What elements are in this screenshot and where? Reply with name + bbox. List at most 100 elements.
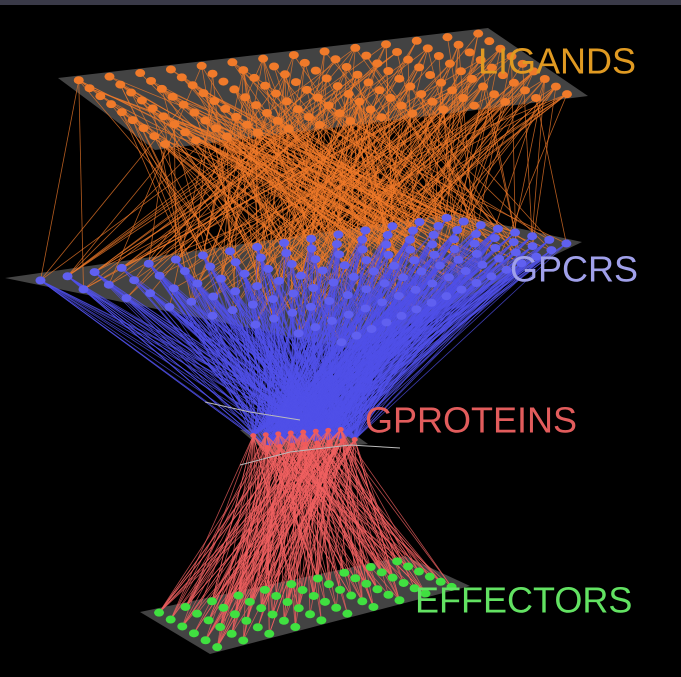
node	[305, 610, 315, 618]
node	[117, 264, 127, 272]
node	[361, 580, 371, 588]
node	[218, 604, 228, 612]
node	[382, 318, 392, 326]
node	[106, 100, 116, 108]
node	[241, 617, 251, 625]
node	[399, 579, 409, 587]
node	[333, 82, 343, 90]
node	[411, 305, 421, 313]
node	[353, 71, 363, 79]
node	[320, 48, 330, 56]
node	[444, 273, 454, 281]
node	[230, 610, 240, 618]
node	[168, 93, 178, 101]
node	[527, 232, 537, 240]
node	[249, 74, 259, 82]
node	[309, 592, 319, 600]
node	[392, 48, 402, 56]
node	[289, 443, 295, 448]
node	[200, 117, 210, 125]
node	[315, 121, 325, 129]
node	[160, 140, 170, 148]
node	[294, 604, 304, 612]
node	[436, 79, 446, 87]
node	[250, 433, 256, 438]
node	[509, 238, 519, 246]
node	[360, 226, 370, 234]
node	[230, 287, 240, 295]
node	[188, 81, 198, 89]
node	[454, 41, 464, 49]
node	[322, 74, 332, 82]
node	[95, 92, 105, 100]
node	[469, 102, 479, 110]
node	[441, 292, 451, 300]
node	[252, 282, 262, 290]
node	[264, 445, 270, 450]
node	[385, 94, 395, 102]
node	[274, 277, 284, 285]
node	[510, 229, 520, 237]
node	[204, 616, 214, 624]
node	[171, 256, 181, 264]
node	[279, 239, 289, 247]
node	[493, 225, 503, 233]
node	[211, 124, 221, 132]
node	[148, 104, 158, 112]
node	[208, 312, 218, 320]
node	[361, 285, 371, 293]
node	[366, 563, 376, 571]
node	[245, 598, 255, 606]
node	[531, 94, 541, 102]
node	[397, 312, 407, 320]
node	[367, 325, 377, 333]
node	[412, 37, 422, 45]
node	[227, 58, 237, 66]
node	[329, 278, 339, 286]
node	[456, 67, 466, 75]
node	[74, 76, 84, 84]
node	[490, 244, 500, 252]
node	[231, 258, 241, 266]
node	[551, 83, 561, 91]
node	[340, 261, 350, 269]
node	[135, 69, 145, 77]
node	[191, 136, 201, 144]
node	[304, 113, 314, 121]
node	[189, 109, 199, 117]
node	[181, 603, 191, 611]
node	[368, 603, 378, 611]
node	[179, 101, 189, 109]
node	[233, 592, 243, 600]
node	[352, 437, 358, 442]
node	[465, 48, 475, 56]
node	[310, 323, 320, 331]
node	[360, 304, 370, 312]
top-strip	[0, 0, 681, 5]
node	[268, 295, 278, 303]
node	[192, 279, 202, 287]
node	[376, 113, 386, 121]
node	[415, 218, 425, 226]
node	[157, 85, 167, 93]
node	[343, 291, 353, 299]
node	[349, 273, 359, 281]
node	[256, 604, 266, 612]
node	[302, 442, 308, 447]
node	[331, 55, 341, 63]
node	[405, 82, 415, 90]
node	[334, 250, 344, 258]
node	[453, 256, 463, 264]
node	[115, 81, 125, 89]
node	[208, 70, 218, 78]
node	[383, 591, 393, 599]
node	[180, 267, 190, 275]
node	[416, 90, 426, 98]
node	[344, 311, 354, 319]
node	[344, 90, 354, 98]
node	[339, 438, 345, 443]
node	[489, 90, 499, 98]
node	[472, 250, 482, 258]
node	[294, 329, 304, 337]
node	[263, 432, 269, 437]
